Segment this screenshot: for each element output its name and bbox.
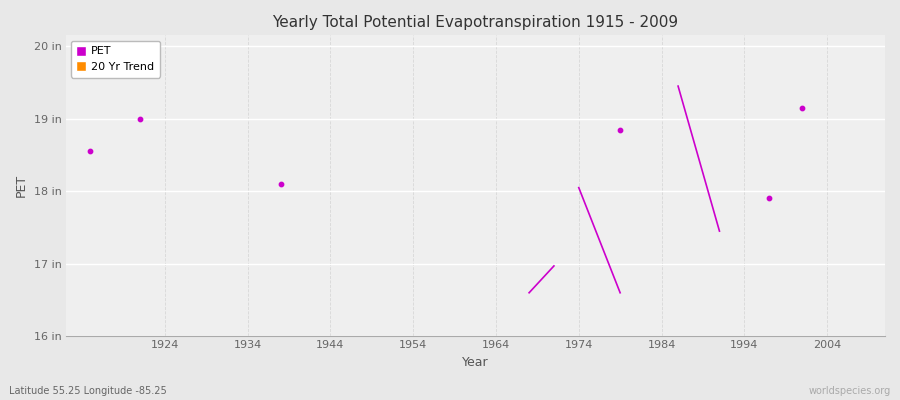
Point [762,195,777,202]
Point [83,148,97,154]
Text: Latitude 55.25 Longitude -85.25: Latitude 55.25 Longitude -85.25 [9,386,166,396]
Legend: PET, 20 Yr Trend: PET, 20 Yr Trend [71,41,160,78]
Title: Yearly Total Potential Evapotranspiration 1915 - 2009: Yearly Total Potential Evapotranspiratio… [272,15,679,30]
Text: worldspecies.org: worldspecies.org [809,386,891,396]
X-axis label: Year: Year [462,356,489,369]
Point [274,181,288,187]
Y-axis label: PET: PET [15,174,28,197]
Point [613,126,627,133]
Point [133,116,148,122]
Point [795,105,809,111]
